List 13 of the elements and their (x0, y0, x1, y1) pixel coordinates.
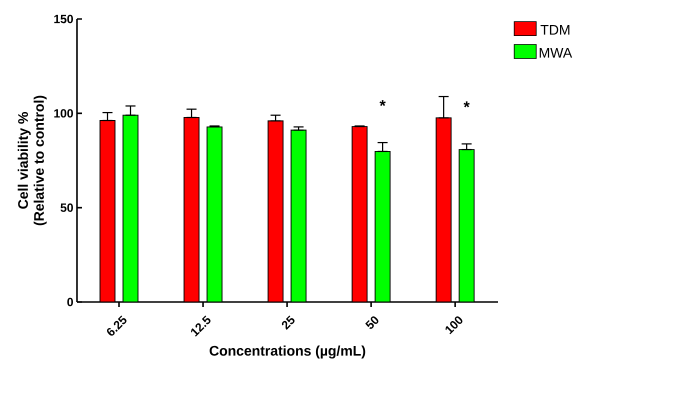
legend-label: TDM (540, 25, 570, 35)
y-tick-label: 100 (54, 109, 73, 118)
legend-label: MWA (540, 48, 572, 58)
x-tick-label: 100 (445, 316, 462, 334)
x-tick-label: 25 (282, 315, 295, 330)
annotation: * (380, 100, 386, 106)
y-tick-label: 150 (54, 14, 73, 24)
y-tick-label: 0 (67, 298, 73, 306)
y-tick-label: 50 (60, 203, 73, 212)
y-axis-title: Cell viability % (Relative to control) (18, 96, 47, 226)
x-tick-label: 50 (365, 316, 378, 329)
x-axis-title: Concentrations (µg/mL) (210, 345, 366, 359)
annotation: * (464, 101, 470, 108)
